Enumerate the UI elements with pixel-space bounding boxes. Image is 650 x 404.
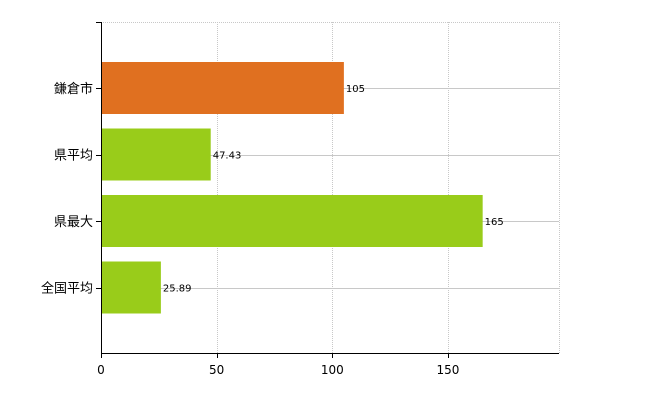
bar bbox=[101, 195, 483, 247]
category-label: 鎌倉市 bbox=[54, 81, 93, 97]
x-tick-label: 50 bbox=[209, 363, 224, 377]
x-tick-label: 100 bbox=[321, 363, 344, 377]
bar bbox=[101, 62, 344, 114]
category-label: 全国平均 bbox=[41, 281, 93, 297]
category-label: 県最大 bbox=[54, 215, 93, 230]
x-tick-label: 150 bbox=[437, 363, 460, 377]
bar-layer bbox=[101, 62, 483, 314]
axis-layer bbox=[96, 22, 559, 358]
category-label: 県平均 bbox=[54, 149, 93, 164]
data-label: 105 bbox=[346, 84, 365, 95]
bar bbox=[101, 261, 161, 314]
data-label: 47.43 bbox=[213, 151, 242, 162]
x-tick-label: 0 bbox=[97, 363, 105, 377]
data-label: 165 bbox=[485, 217, 504, 228]
data-label: 25.89 bbox=[163, 284, 192, 295]
bar bbox=[101, 128, 211, 181]
